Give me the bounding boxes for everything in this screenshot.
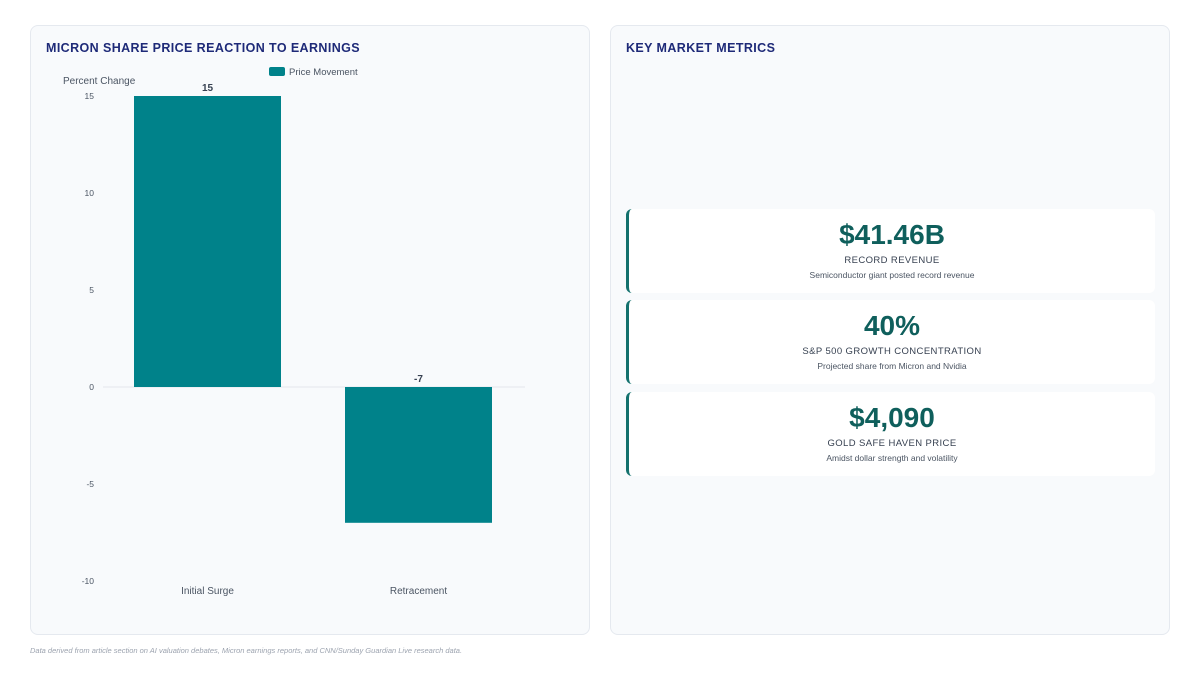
metrics-title: KEY MARKET METRICS — [626, 41, 776, 55]
legend-swatch — [269, 67, 285, 76]
metric-description: Semiconductor giant posted record revenu… — [809, 270, 975, 280]
bar-chart: 15 10 5 0 -5 -10 Percent Change Price Movement 1… — [63, 67, 525, 597]
metrics-panel: KEY MARKET METRICS $41.46B RECORD REVENU… — [610, 25, 1170, 635]
footnote: Data derived from article section on AI … — [30, 646, 463, 655]
chart-title: MICRON SHARE PRICE REACTION TO EARNINGS — [46, 41, 361, 55]
legend-label: Price Movement — [289, 67, 358, 78]
metric-label: RECORD REVENUE — [844, 255, 940, 266]
y-tick-label: 15 — [85, 91, 95, 101]
metric-card-revenue: $41.46B RECORD REVENUE Semiconductor gia… — [626, 209, 1155, 293]
metric-card-growth-concentration: 40% S&P 500 GROWTH CONCENTRATION Project… — [626, 300, 1155, 384]
metric-card-gold-price: $4,090 GOLD SAFE HAVEN PRICE Amidst doll… — [626, 392, 1155, 476]
x-category-label: Initial Surge — [181, 586, 234, 597]
y-tick-label: 0 — [89, 382, 94, 392]
y-tick-label: -10 — [82, 576, 95, 586]
chart-panel: MICRON SHARE PRICE REACTION TO EARNINGS … — [30, 25, 590, 635]
x-category-label: Retracement — [390, 586, 447, 597]
metric-value: $4,090 — [849, 402, 935, 433]
metric-value: $41.46B — [839, 219, 945, 250]
data-label: 15 — [202, 83, 214, 94]
bar-initial-surge — [134, 96, 281, 387]
metric-description: Amidst dollar strength and volatility — [826, 453, 958, 463]
y-axis-label: Percent Change — [63, 76, 136, 87]
data-label: -7 — [414, 374, 423, 385]
y-tick-label: 10 — [85, 188, 95, 198]
bar-retracement — [345, 387, 492, 523]
metric-label: S&P 500 GROWTH CONCENTRATION — [802, 346, 982, 357]
metric-label: GOLD SAFE HAVEN PRICE — [827, 438, 957, 449]
y-tick-label: -5 — [86, 479, 94, 489]
metric-value: 40% — [863, 310, 921, 341]
y-tick-label: 5 — [89, 285, 94, 295]
metric-description: Projected share from Micron and Nvidia — [817, 361, 967, 371]
